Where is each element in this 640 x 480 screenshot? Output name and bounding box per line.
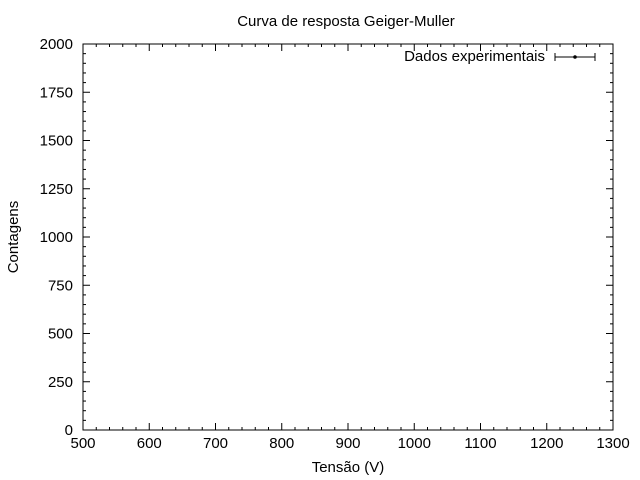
y-tick-label: 1500 (40, 133, 73, 150)
x-tick-label: 1300 (596, 435, 629, 452)
plot-frame (82, 43, 614, 431)
x-tick-label: 900 (335, 435, 360, 452)
y-tick-label: 250 (48, 374, 73, 391)
x-axis-label: Tensão (V) (312, 459, 385, 476)
y-tick-label: 750 (48, 277, 73, 294)
y-tick-labels: 0 250 500 750 1000 1250 1500 1750 2000 (40, 36, 73, 439)
legend-point (573, 55, 577, 59)
x-tick-label: 500 (70, 435, 95, 452)
legend-label: Dados experimentais (404, 48, 545, 65)
y-tick-label: 500 (48, 326, 73, 343)
x-tick-label: 600 (137, 435, 162, 452)
x-tick-label: 700 (203, 435, 228, 452)
x-tick-label: 1000 (398, 435, 431, 452)
y-tick-label: 0 (65, 422, 73, 439)
y-tick-label: 1000 (40, 229, 73, 246)
x-tick-label: 1200 (530, 435, 563, 452)
y-tick-label: 2000 (40, 36, 73, 53)
x-tick-labels: 500 600 700 800 900 1000 1100 1200 1300 (70, 435, 629, 452)
legend-marker (554, 53, 596, 61)
legend: Dados experimentais (404, 48, 596, 65)
chart-title: Curva de resposta Geiger-Muller (237, 13, 455, 30)
x-tick-label: 1100 (464, 435, 496, 452)
y-tick-label: 1250 (40, 181, 73, 198)
x-tick-label: 800 (269, 435, 294, 452)
y-axis-label: Contagens (5, 201, 22, 274)
y-tick-label: 1750 (40, 84, 73, 101)
